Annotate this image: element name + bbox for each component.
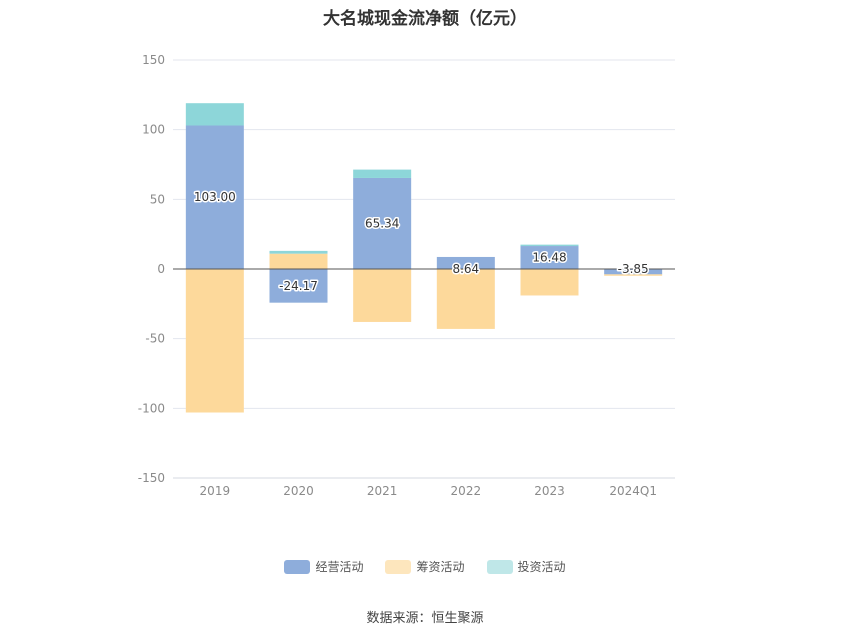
bar-operating[interactable] (185, 125, 244, 269)
data-label: -3.85 (618, 262, 649, 276)
bar-operating[interactable] (353, 177, 412, 269)
bar-financing[interactable] (520, 269, 579, 296)
bar-operating[interactable] (436, 256, 495, 269)
data-labels: 103.00 -24.17 65.34 8.64 16.48 -3.85 (192, 189, 650, 295)
bar-operating[interactable] (269, 269, 328, 303)
data-label: -24.17 (279, 279, 318, 293)
legend-item-financing[interactable]: 筹资活动 (385, 558, 465, 575)
legend-swatch-operating (284, 559, 311, 574)
y-tick-label: 0 (157, 262, 165, 276)
y-tick-label: 50 (150, 192, 165, 206)
x-tick-label: 2024Q1 (609, 484, 657, 498)
x-tick-label: 2020 (283, 484, 314, 498)
legend: 经营活动 筹资活动 投资活动 (0, 558, 850, 575)
bar-financing[interactable] (353, 269, 412, 322)
x-tick-label: 2019 (200, 484, 231, 498)
legend-item-investing[interactable]: 投资活动 (486, 558, 566, 575)
x-tick-label: 2021 (367, 484, 398, 498)
data-label: 103.00 (194, 190, 236, 204)
source-note: 数据来源：恒生聚源 (366, 611, 484, 626)
data-label: 65.34 (365, 216, 399, 230)
bar-financing[interactable] (185, 269, 244, 413)
x-tick-label: 2022 (451, 484, 482, 498)
legend-label-operating: 经营活动 (315, 560, 364, 574)
bar-investing[interactable] (269, 250, 328, 254)
bar-financing[interactable] (604, 274, 663, 276)
legend-swatch-investing (486, 559, 513, 574)
bar-investing[interactable] (353, 169, 412, 178)
y-tick-label: 150 (142, 53, 165, 67)
y-tick-label: 100 (142, 123, 165, 137)
bar-investing[interactable] (185, 103, 244, 126)
bar-operating[interactable] (604, 269, 663, 275)
y-tick-label: -100 (138, 401, 165, 415)
data-label: 16.48 (532, 251, 566, 265)
legend-label-investing: 投资活动 (517, 560, 566, 574)
legend-label-financing: 筹资活动 (416, 560, 465, 574)
data-label: 8.64 (452, 262, 479, 276)
x-tick-label: 2023 (534, 484, 565, 498)
bar-investing[interactable] (520, 244, 579, 247)
legend-swatch-financing (385, 559, 412, 574)
y-axis: 150 100 50 0 -50 -100 -150 (138, 53, 165, 485)
legend-item-operating[interactable]: 经营活动 (284, 558, 363, 575)
bar-financing[interactable] (436, 269, 495, 329)
y-tick-label: -50 (145, 332, 165, 346)
y-tick-label: -150 (138, 471, 165, 485)
chart-title: 大名城现金流净额（亿元） (323, 9, 527, 29)
bar-operating[interactable] (520, 246, 579, 269)
bar-financing[interactable] (269, 253, 328, 269)
x-axis: 2019 2020 2021 2022 2023 2024Q1 (173, 477, 675, 498)
bars (185, 103, 663, 413)
